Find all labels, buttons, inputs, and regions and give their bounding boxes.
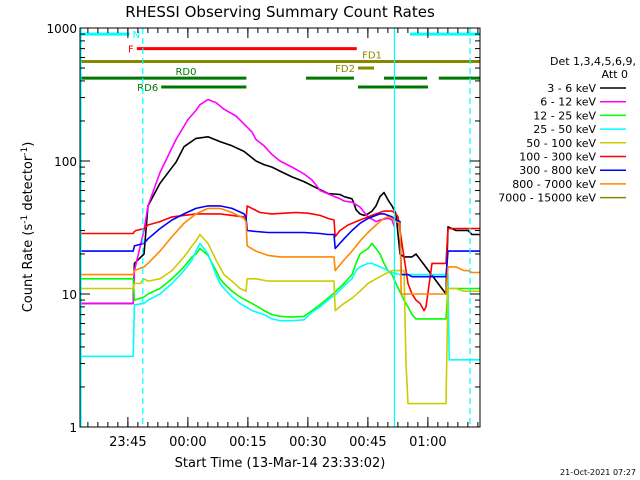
legend-label-3-6-kev: 3 - 6 keV — [547, 82, 596, 95]
x-tick-label: 00:15 — [229, 435, 266, 450]
legend-label-6-12-kev: 6 - 12 keV — [540, 96, 596, 109]
series-line-25-50-kev — [80, 242, 480, 361]
series-lines — [80, 98, 480, 405]
series-line-800-7000-kev — [80, 207, 480, 295]
state-label-fd2: FD2 — [335, 64, 355, 75]
series-line-300-800-kev — [80, 205, 480, 278]
legend-label-12-25-kev: 12 - 25 keV — [533, 109, 596, 122]
y-axis-label: Count Rate (s-1 detector-1) — [20, 142, 36, 313]
state-bars: NF FD1 FD2 RD0 RD6 — [80, 30, 480, 94]
legend-label-100-300-kev: 100 - 300 keV — [519, 151, 596, 164]
x-tick-label: 00:30 — [289, 435, 326, 450]
x-axis-label: Start Time (13-Mar-14 23:33:02) — [175, 456, 386, 471]
series-line-3-6-kev — [80, 136, 480, 305]
legend-label-300-800-kev: 300 - 800 keV — [519, 164, 596, 177]
plot-frame — [79, 27, 481, 428]
interval-markers — [80, 28, 471, 427]
state-label-fd1: FD1 — [362, 50, 382, 61]
timestamp-stamp: 21-Oct-2021 07:27 — [560, 468, 636, 477]
y-tick-label: 10 — [62, 288, 77, 302]
state-label-rd6: RD6 — [137, 83, 158, 94]
state-label-n: N — [133, 30, 140, 41]
series-line-100-300-kev — [80, 205, 480, 312]
x-tick-label: 00:45 — [349, 435, 386, 450]
y-tick-label: 1000 — [46, 22, 77, 36]
legend-header-attenuator: Att 0 — [602, 68, 628, 81]
chart-title: RHESSI Observing Summary Count Rates — [125, 3, 435, 21]
legend-label-800-7000-kev: 800 - 7000 keV — [512, 178, 596, 191]
legend-header-detectors: Det 1,3,4,5,6,9, — [550, 55, 636, 68]
state-label-rd0: RD0 — [175, 67, 196, 78]
x-tick-label: 00:00 — [169, 435, 206, 450]
y-axis: 1 10 100 1000 — [46, 22, 480, 435]
x-tick-label: 01:00 — [409, 435, 446, 450]
legend-label-7000-15000-kev: 7000 - 15000 keV — [498, 192, 596, 205]
state-label-f: F — [128, 45, 134, 56]
series-line-6-12-kev — [80, 98, 396, 305]
legend-label-25-50-kev: 25 - 50 keV — [533, 123, 596, 136]
x-axis: 23:45 00:00 00:15 00:30 00:45 01:00 — [87, 28, 479, 450]
series-line-50-100-kev — [80, 233, 480, 405]
y-tick-label: 1 — [69, 421, 77, 435]
x-tick-label: 23:45 — [109, 435, 146, 450]
y-tick-label: 100 — [54, 155, 77, 169]
legend-label-50-100-kev: 50 - 100 keV — [526, 137, 596, 150]
